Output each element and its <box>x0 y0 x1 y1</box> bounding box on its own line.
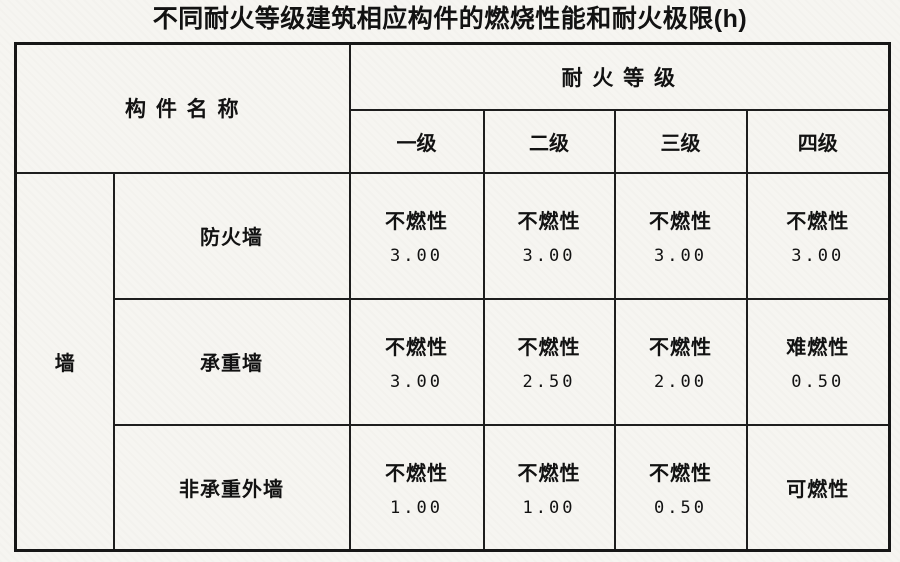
cell-firewall-grade2: 不燃性 3.00 <box>482 171 616 300</box>
combustibility-label: 不燃性 <box>786 211 850 233</box>
table-row-loadbearing-wall: 承重墙 不燃性 3.00 不燃性 2.50 不燃性 2.00 难燃性 0.50 <box>16 297 891 426</box>
cell-loadbearing-grade1: 不燃性 3.00 <box>348 297 485 426</box>
cell-nonloadbearing-grade4: 可燃性 <box>745 423 891 552</box>
rating-value: 3.00 <box>791 246 845 266</box>
cell-loadbearing-grade4: 难燃性 0.50 <box>745 297 891 426</box>
combustibility-label: 不燃性 <box>649 462 712 485</box>
table-row-nonloadbearing-exterior-wall: 非承重外墙 不燃性 1.00 不燃性 1.00 不燃性 0.50 可燃性 <box>16 423 891 552</box>
combustibility-label: 不燃性 <box>517 337 581 359</box>
cell-loadbearing-grade3: 不燃性 2.00 <box>613 297 748 426</box>
cell-nonloadbearing-grade1: 不燃性 1.00 <box>348 423 485 552</box>
rating-value: 1.00 <box>522 497 576 518</box>
fire-rating-table: 构 件 名 称 耐 火 等 级 一级 二级 三级 四级 墙 防火墙 不燃性 3.… <box>14 42 891 552</box>
rating-value: 2.50 <box>522 372 576 392</box>
component-name-header: 构 件 名 称 <box>14 42 351 174</box>
combustibility-label: 难燃性 <box>786 337 850 359</box>
cell-nonloadbearing-grade2: 不燃性 1.00 <box>482 423 616 552</box>
cell-firewall-grade3: 不燃性 3.00 <box>613 171 748 300</box>
rating-value: 3.00 <box>522 246 576 266</box>
row-group-wall: 墙 <box>14 171 115 552</box>
combustibility-label: 不燃性 <box>649 337 712 359</box>
rating-value: 1.00 <box>390 497 443 518</box>
component-name-nonloadbearing-exterior-wall: 非承重外墙 <box>112 423 351 552</box>
component-name-loadbearing-wall: 承重墙 <box>112 297 351 426</box>
combustibility-label: 不燃性 <box>517 462 581 485</box>
fire-resistance-grade-header: 耐 火 等 级 <box>348 42 891 111</box>
grade-level-2-header: 二级 <box>482 108 616 174</box>
page-title: 不同耐火等级建筑相应构件的燃烧性能和耐火极限(h) <box>152 5 748 33</box>
grade-level-4-header: 四级 <box>745 108 891 174</box>
cell-firewall-grade4: 不燃性 3.00 <box>745 171 891 300</box>
rating-value: 3.00 <box>654 246 707 266</box>
grade-level-1-header: 一级 <box>348 108 485 174</box>
rating-value: 0.50 <box>654 497 707 518</box>
grade-level-3-header: 三级 <box>613 108 748 174</box>
table-row-firewall: 墙 防火墙 不燃性 3.00 不燃性 3.00 不燃性 3.00 不燃性 3.0… <box>14 171 891 552</box>
combustibility-label: 不燃性 <box>649 211 712 233</box>
rating-value: 3.00 <box>390 372 443 392</box>
component-name-firewall: 防火墙 <box>112 171 351 300</box>
combustibility-label: 不燃性 <box>385 337 448 359</box>
rating-value: 0.50 <box>791 372 845 392</box>
cell-firewall-grade1: 不燃性 3.00 <box>348 171 485 300</box>
rating-value: 3.00 <box>390 246 443 266</box>
rating-value: 2.00 <box>654 372 707 392</box>
combustibility-label: 不燃性 <box>385 211 448 233</box>
combustibility-label: 不燃性 <box>517 211 581 233</box>
combustibility-label: 不燃性 <box>385 462 448 485</box>
cell-nonloadbearing-grade3: 不燃性 0.50 <box>613 423 748 552</box>
combustibility-label: 可燃性 <box>786 478 850 501</box>
cell-loadbearing-grade2: 不燃性 2.50 <box>482 297 616 426</box>
